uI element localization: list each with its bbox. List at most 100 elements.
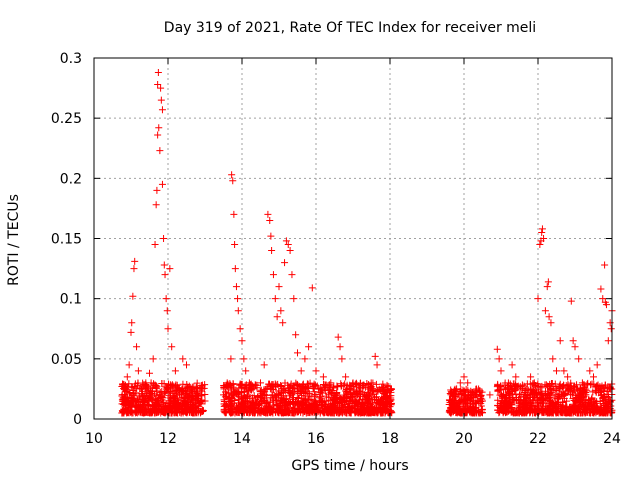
data-point [254,409,262,417]
data-point [578,400,586,408]
data-point [516,383,524,391]
data-point [310,380,318,388]
data-point [599,395,607,403]
data-point [165,381,173,389]
data-point [226,399,234,407]
data-point [504,379,512,387]
data-point [364,391,372,399]
data-point [138,404,146,412]
data-point [220,407,228,415]
data-point [272,397,280,405]
y-axis-title: ROTI / TECUs [6,194,22,286]
data-point [264,210,272,218]
data-point [281,407,289,415]
data-point [271,295,279,303]
data-point [540,235,548,242]
data-point [473,385,481,393]
data-point [176,405,184,413]
data-point [330,383,338,391]
data-point [169,399,177,407]
data-point [592,383,600,391]
data-point [131,382,139,390]
data-point [282,237,290,245]
data-point [262,408,270,416]
data-point [262,400,270,408]
data-point [134,367,142,375]
data-point [256,391,264,399]
data-point [559,402,567,410]
data-point [364,407,372,415]
data-point [516,391,523,399]
data-point [284,241,292,249]
data-point [271,408,279,416]
data-point [586,367,594,375]
data-point [133,403,141,411]
x-tick-label: 14 [233,431,251,447]
data-point [160,390,168,398]
data-point [589,400,597,408]
data-point [477,402,485,410]
data-point [561,408,569,416]
data-point [560,391,568,399]
data-point [453,401,461,409]
data-point [125,361,133,369]
data-point [574,408,582,416]
data-point [495,386,503,394]
data-point [536,241,544,249]
data-point [593,398,601,406]
data-point [560,367,568,375]
data-point [285,384,293,392]
data-point [603,400,611,408]
data-point [578,379,586,387]
data-point [268,247,276,255]
data-point [532,405,540,413]
data-point [528,405,536,413]
data-point [464,404,472,412]
data-point [160,261,168,269]
data-point [153,186,161,194]
data-point [383,381,391,389]
data-point [325,386,333,394]
data-point [526,380,534,388]
data-point [464,379,472,387]
data-point [257,386,265,394]
data-point [560,381,568,389]
data-point [472,400,480,408]
data-point [230,210,238,218]
data-point [289,389,297,397]
data-point [602,301,610,309]
data-point [225,389,233,397]
data-point [192,393,200,401]
data-point [556,393,564,401]
data-point [558,403,566,411]
data-point [140,399,148,407]
data-point [267,394,275,402]
data-point [261,394,269,402]
data-point [301,355,309,363]
data-point [150,380,158,388]
data-point [232,283,240,291]
x-tick-label: 12 [159,431,177,447]
y-tick-label: 0.05 [51,352,82,368]
data-point [223,379,231,387]
data-point [142,379,150,387]
data-point [185,382,193,390]
data-point [155,124,163,132]
data-point [131,257,139,265]
data-point [324,383,332,391]
data-point [581,383,589,391]
data-point [517,399,525,407]
data-point [545,383,553,391]
data-point [462,409,470,417]
data-point [504,407,512,415]
data-point [230,403,238,411]
data-point [311,392,319,400]
data-point [312,367,320,375]
data-point [119,408,127,416]
data-point [381,404,389,412]
data-point [592,399,600,407]
data-point [369,379,377,387]
data-point [387,388,395,396]
data-point [198,408,206,416]
